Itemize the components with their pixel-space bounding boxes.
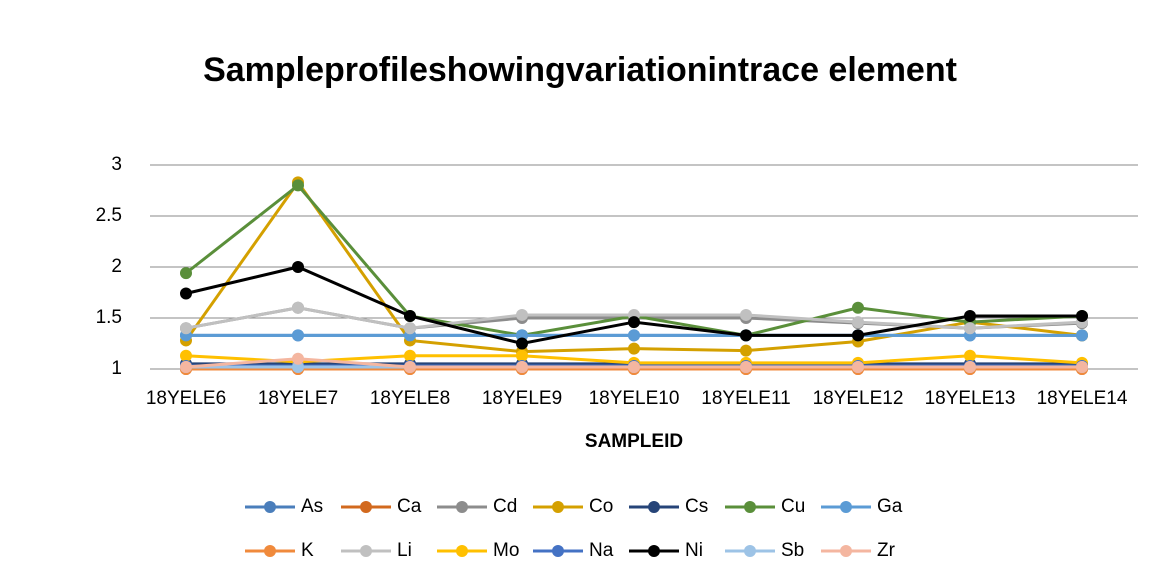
legend-marker [648,501,660,513]
data-point [628,360,640,373]
legend-marker [648,545,660,557]
legend-label: Ga [877,496,903,517]
data-point [964,322,976,335]
legend-label: Ni [685,540,703,561]
data-point [180,349,192,362]
data-point [292,352,304,365]
data-point [740,308,752,321]
data-point [628,316,640,329]
legend-marker [456,545,468,557]
data-point [404,360,416,373]
legend-marker [360,545,372,557]
data-point [516,360,528,373]
legend-marker [264,545,276,557]
data-point [628,342,640,355]
x-tick-label: 18YELE12 [813,388,904,409]
x-tick-label: 18YELE11 [701,388,790,409]
legend-marker [456,501,468,513]
y-tick-label: 3 [111,154,122,175]
data-point [292,261,304,273]
legend-label: Li [397,540,412,561]
data-point [740,360,752,373]
legend-marker [744,545,756,557]
data-point [404,322,416,335]
data-point [292,329,304,342]
legend-marker [264,501,276,513]
legend-marker [552,501,564,513]
x-tick-label: 18YELE6 [146,388,226,409]
data-point [1076,360,1088,373]
data-point [740,329,752,342]
data-point [740,344,752,357]
legend-marker [840,501,852,513]
data-point [516,308,528,321]
legend-label: Ca [397,496,422,517]
legend-marker [840,545,852,557]
legend-label: As [301,496,323,517]
legend-label: Cu [781,496,805,517]
data-point [516,349,528,362]
legend-label: K [301,540,314,561]
data-point [404,309,416,322]
x-tick-label: 18YELE7 [258,388,338,409]
legend-label: Cd [493,496,517,517]
legend-label: Cs [685,496,708,517]
x-tick-label: 18YELE10 [589,388,680,409]
data-point [180,287,192,300]
data-point [628,329,640,342]
legend-label: Mo [493,540,519,561]
y-tick-label: 2.5 [96,205,122,226]
legend-label: Sb [781,540,804,561]
data-point [292,179,304,192]
data-point [964,309,976,322]
x-tick-label: 18YELE13 [925,388,1016,409]
data-point [852,360,864,373]
data-point [292,301,304,314]
data-point [180,322,192,335]
data-point [1076,309,1088,322]
x-tick-label: 18YELE14 [1037,388,1128,409]
data-point [852,329,864,342]
data-point [180,267,192,280]
data-point [964,360,976,373]
data-point [852,301,864,314]
y-tick-label: 1 [111,358,122,379]
y-tick-label: 1.5 [96,307,122,328]
legend-marker [360,501,372,513]
legend-marker [744,501,756,513]
data-point [404,349,416,362]
x-tick-label: 18YELE9 [482,388,562,409]
data-point [852,316,864,329]
legend-marker [552,545,564,557]
data-point [964,349,976,362]
legend-label: Zr [877,540,896,561]
legend-label: Na [589,540,614,561]
x-axis-title: SAMPLEID [585,431,683,452]
data-point [516,337,528,350]
data-point [1076,329,1088,342]
legend-label: Co [589,496,613,517]
y-tick-label: 2 [111,256,122,277]
x-tick-label: 18YELE8 [370,388,450,409]
data-point [180,360,192,373]
chart-title: Sampleprofileshowingvariationintrace ele… [203,51,957,89]
